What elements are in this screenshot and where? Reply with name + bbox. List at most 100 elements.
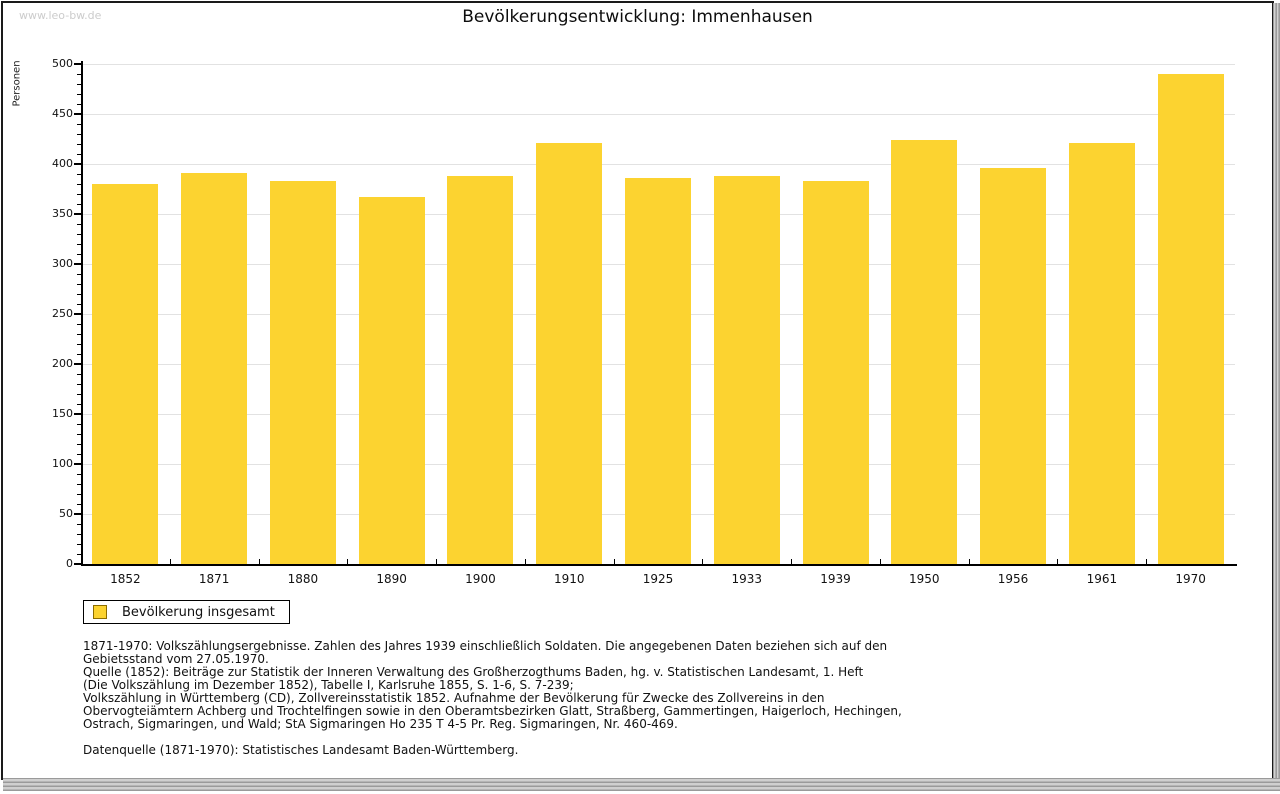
x-axis-tick	[347, 559, 349, 564]
y-axis-tick	[74, 63, 81, 65]
y-axis-minor-tick	[77, 134, 81, 135]
y-axis-minor-tick	[77, 74, 81, 75]
y-axis-minor-tick	[77, 124, 81, 125]
y-axis-minor-tick	[77, 504, 81, 505]
y-tick-label: 500	[52, 57, 73, 70]
x-axis-tick	[1057, 559, 1059, 564]
footnote-line: Quelle (1852): Beiträge zur Statistik de…	[83, 665, 864, 679]
x-axis-line	[81, 564, 1237, 566]
y-axis-minor-tick	[77, 374, 81, 375]
chart-title: Bevölkerungsentwicklung: Immenhausen	[462, 7, 813, 27]
bar	[1068, 143, 1135, 564]
bar	[181, 173, 248, 564]
x-tick-label: 1925	[642, 572, 674, 586]
y-axis-minor-tick	[77, 544, 81, 545]
x-tick-label: 1890	[376, 572, 407, 586]
bar	[1157, 74, 1224, 564]
bar	[802, 181, 869, 564]
y-axis-minor-tick	[77, 424, 81, 425]
x-tick-label: 1961	[1086, 572, 1118, 586]
y-axis-tick	[74, 463, 81, 465]
x-tick-label: 1852	[110, 572, 141, 586]
y-tick-label: 300	[52, 257, 73, 270]
y-tick-label: 200	[52, 357, 73, 370]
footnotes: 1871-1970: Volkszählungsergebnisse. Zahl…	[83, 640, 902, 757]
x-axis-tick	[169, 559, 171, 564]
x-tick-label: 1880	[287, 572, 319, 586]
x-tick-label: 1950	[909, 572, 940, 586]
y-tick-label: 250	[52, 307, 73, 320]
bar	[358, 197, 425, 564]
x-axis-tick	[702, 559, 704, 564]
x-axis-tick	[879, 559, 881, 564]
x-tick-label: 1900	[465, 572, 496, 586]
bar	[269, 181, 336, 564]
y-axis-minor-tick	[77, 394, 81, 395]
x-axis-tick	[436, 559, 438, 564]
bar	[536, 143, 603, 564]
x-tick-label: 1871	[198, 572, 230, 586]
y-tick-label: 0	[66, 557, 73, 570]
y-axis-minor-tick	[77, 454, 81, 455]
y-axis-tick	[74, 113, 81, 115]
y-axis-minor-tick	[77, 524, 81, 525]
y-axis-minor-tick	[77, 244, 81, 245]
footnote-line: Gebietsstand vom 27.05.1970.	[83, 652, 269, 666]
legend-label: Bevölkerung insgesamt	[122, 604, 275, 620]
gridline	[81, 64, 1235, 65]
y-axis-minor-tick	[77, 434, 81, 435]
y-axis-minor-tick	[77, 154, 81, 155]
y-axis-tick	[74, 263, 81, 265]
y-axis-minor-tick	[77, 144, 81, 145]
y-tick-label: 450	[52, 107, 73, 120]
y-axis-minor-tick	[77, 354, 81, 355]
window-edge-bottom	[3, 778, 1280, 791]
y-axis-minor-tick	[77, 84, 81, 85]
footnote-line: Ostrach, Sigmaringen, und Wald; StA Sigm…	[83, 717, 678, 731]
bar	[980, 168, 1047, 564]
footnote-line: Volkszählung in Württemberg (CD), Zollve…	[83, 691, 825, 705]
y-axis-tick	[74, 563, 81, 565]
y-axis-tick	[74, 363, 81, 365]
x-axis-tick	[258, 559, 260, 564]
bar	[447, 176, 514, 564]
footnote-lines: 1871-1970: Volkszählungsergebnisse. Zahl…	[83, 640, 902, 731]
y-axis-minor-tick	[77, 324, 81, 325]
y-axis-tick	[74, 213, 81, 215]
gridline	[81, 114, 1235, 115]
y-axis-tick	[74, 163, 81, 165]
y-tick-label: 50	[59, 507, 73, 520]
y-axis-minor-tick	[77, 204, 81, 205]
y-axis-minor-tick	[77, 304, 81, 305]
y-axis-minor-tick	[77, 294, 81, 295]
footnote-line: 1871-1970: Volkszählungsergebnisse. Zahl…	[83, 639, 888, 653]
y-axis-minor-tick	[77, 94, 81, 95]
x-tick-label: 1933	[731, 572, 763, 586]
y-axis-minor-tick	[77, 534, 81, 535]
y-axis-minor-tick	[77, 234, 81, 235]
y-axis-tick	[74, 413, 81, 415]
x-axis-tick	[1146, 559, 1148, 564]
footnote-line: (Die Volkszählung im Dezember 1852), Tab…	[83, 678, 574, 692]
y-axis-tick	[74, 313, 81, 315]
watermark: www.leo-bw.de	[19, 9, 102, 22]
datasource-line: Datenquelle (1871-1970): Statistisches L…	[83, 743, 519, 757]
legend-swatch-icon	[93, 605, 107, 619]
footnote-line: Obervogteiämtern Achberg und Trochtelfin…	[83, 704, 902, 718]
x-axis-tick	[968, 559, 970, 564]
y-axis-minor-tick	[77, 184, 81, 185]
y-axis-minor-tick	[77, 554, 81, 555]
bar-chart-plot: 0 50 100 150 200 250 300 350 400 450 500 1852 1871 18…	[3, 3, 1280, 794]
window-edge-right	[1273, 3, 1280, 778]
y-tick-label: 150	[52, 407, 73, 420]
y-axis-minor-tick	[77, 174, 81, 175]
y-tick-label: 400	[52, 157, 73, 170]
bar	[625, 178, 691, 564]
y-axis-minor-tick	[77, 274, 81, 275]
x-tick-label: 1970	[1175, 572, 1206, 586]
x-tick-label: 1939	[820, 572, 851, 586]
x-axis-tick	[613, 559, 615, 564]
chart-page: www.leo-bw.de Bevölkerungsentwicklung: I…	[1, 1, 1274, 780]
y-axis-minor-tick	[77, 104, 81, 105]
y-axis-minor-tick	[77, 494, 81, 495]
